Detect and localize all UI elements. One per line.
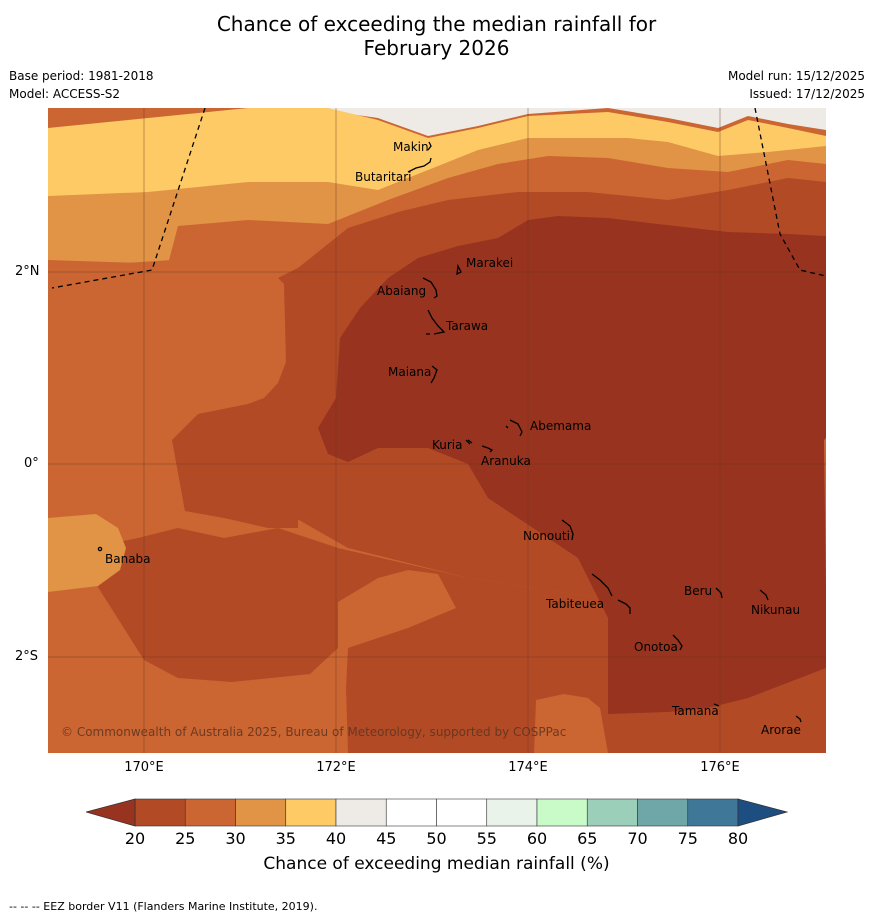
region-30-35-bottom-patch	[534, 694, 608, 753]
colorbar-segment	[586, 798, 638, 827]
colorbar-segment	[687, 798, 739, 827]
colorbar-tick-label: 75	[677, 829, 698, 848]
map-title: Chance of exceeding the median rainfall …	[0, 12, 873, 60]
eez-border-west	[51, 108, 206, 289]
colorbar-over-arrow	[737, 798, 789, 827]
island-banaba	[97, 546, 103, 552]
label-banaba: Banaba	[105, 552, 151, 566]
colorbar-under-arrow	[84, 798, 136, 827]
colorbar-label: Chance of exceeding median rainfall (%)	[263, 854, 610, 874]
colorbar-segment	[486, 798, 538, 827]
colorbar	[84, 798, 789, 832]
label-nikunau: Nikunau	[751, 603, 800, 617]
label-nonouti: Nonouti	[523, 529, 570, 543]
title-line-2: February 2026	[363, 36, 510, 60]
lat-label-2s: 2°S	[15, 649, 39, 664]
island-tabiteuea	[591, 573, 631, 614]
label-maiana: Maiana	[388, 365, 431, 379]
label-tabiteuea: Tabiteuea	[545, 597, 604, 611]
colorbar-tick-label: 25	[175, 829, 196, 848]
region-45-50-top	[48, 108, 826, 136]
eez-footnote: -- -- -- EEZ border V11 (Flanders Marine…	[9, 900, 318, 913]
colorbar-segment	[335, 798, 387, 827]
island-aranuka	[481, 445, 494, 453]
label-tamana: Tamana	[671, 704, 719, 718]
island-marakei	[456, 263, 462, 276]
lat-label-0: 0°	[24, 456, 39, 471]
map-svg: Makin Butaritari Marakei Abaiang Tarawa …	[48, 108, 826, 753]
island-onotoa	[672, 634, 683, 651]
colorbar-segment	[385, 798, 437, 827]
label-makin: Makin	[393, 140, 429, 154]
label-kuria: Kuria	[432, 438, 463, 452]
lon-label-170: 170°E	[124, 760, 164, 775]
model-run: Model run: 15/12/2025	[727, 69, 865, 83]
colorbar-segment	[235, 798, 287, 827]
island-tarawa	[426, 309, 446, 335]
island-nonouti	[561, 519, 574, 541]
colorbar-svg	[84, 798, 789, 827]
label-abemama: Abemama	[530, 419, 591, 433]
colorbar-segment	[436, 798, 488, 827]
label-abaiang: Abaiang	[377, 284, 426, 298]
colorbar-segment	[134, 798, 186, 827]
region-35-40-banaba-patch	[48, 514, 126, 592]
place-labels: Makin Butaritari Marakei Abaiang Tarawa …	[105, 140, 801, 737]
island-arorae	[795, 715, 802, 723]
island-outlines	[97, 141, 802, 723]
graticule	[48, 108, 826, 753]
colorbar-tick-label: 80	[727, 829, 749, 848]
colorbar-tick-label: 35	[275, 829, 296, 848]
island-maiana	[430, 365, 438, 384]
label-aranuka: Aranuka	[481, 454, 531, 468]
island-kuria	[465, 439, 473, 445]
model-name: Model: ACCESS-S2	[9, 87, 121, 101]
colorbar-tick-label: 50	[426, 829, 447, 848]
colorbar-segment	[536, 798, 588, 827]
colorbar-tick-label: 45	[376, 829, 397, 848]
colorbar-tick-label: 20	[124, 829, 146, 848]
island-butaritari	[407, 157, 432, 173]
title-line-1: Chance of exceeding the median rainfall …	[216, 12, 657, 36]
label-beru: Beru	[684, 584, 712, 598]
meta-left: Base period: 1981-2018 Model: ACCESS-S2	[9, 67, 154, 103]
colorbar-segment	[637, 798, 689, 827]
island-beru	[715, 587, 723, 599]
island-abaiang	[422, 277, 438, 299]
region-20-25-core	[318, 216, 826, 714]
label-onotoa: Onotoa	[634, 640, 678, 654]
colorbar-tick-label: 65	[577, 829, 598, 848]
colorbar-tick-label: 60	[526, 829, 548, 848]
lat-label-2n: 2°N	[15, 264, 40, 279]
lon-label-172: 172°E	[316, 760, 356, 775]
lon-label-174: 174°E	[508, 760, 548, 775]
colorbar-segment	[184, 798, 236, 827]
lon-label-176: 176°E	[700, 760, 740, 775]
colorbar-segment	[285, 798, 337, 827]
region-25-30-west	[172, 268, 298, 528]
label-tarawa: Tarawa	[445, 319, 488, 333]
label-butaritari: Butaritari	[355, 170, 412, 184]
label-marakei: Marakei	[466, 256, 513, 270]
base-period: Base period: 1981-2018	[9, 69, 154, 83]
island-tamana	[713, 703, 720, 707]
colorbar-tick-label: 70	[627, 829, 648, 848]
meta-right: Model run: 15/12/2025 Issued: 17/12/2025	[728, 67, 865, 103]
island-nikunau	[759, 589, 769, 601]
colorbar-tick-label: 30	[225, 829, 246, 848]
issued-date: Issued: 17/12/2025	[749, 87, 865, 101]
eez-border	[51, 108, 826, 289]
colorbar-tick-label: 40	[325, 829, 347, 848]
label-arorae: Arorae	[761, 723, 801, 737]
island-abemama	[505, 419, 523, 437]
eez-border-east	[754, 108, 826, 277]
colorbar-segments	[134, 798, 739, 827]
island-makin	[427, 141, 432, 151]
copyright-notice: © Commonwealth of Australia 2025, Bureau…	[61, 725, 566, 739]
colorbar-tick-label: 55	[476, 829, 497, 848]
map-panel: Makin Butaritari Marakei Abaiang Tarawa …	[48, 108, 826, 753]
region-30-35-southwest	[48, 508, 456, 753]
